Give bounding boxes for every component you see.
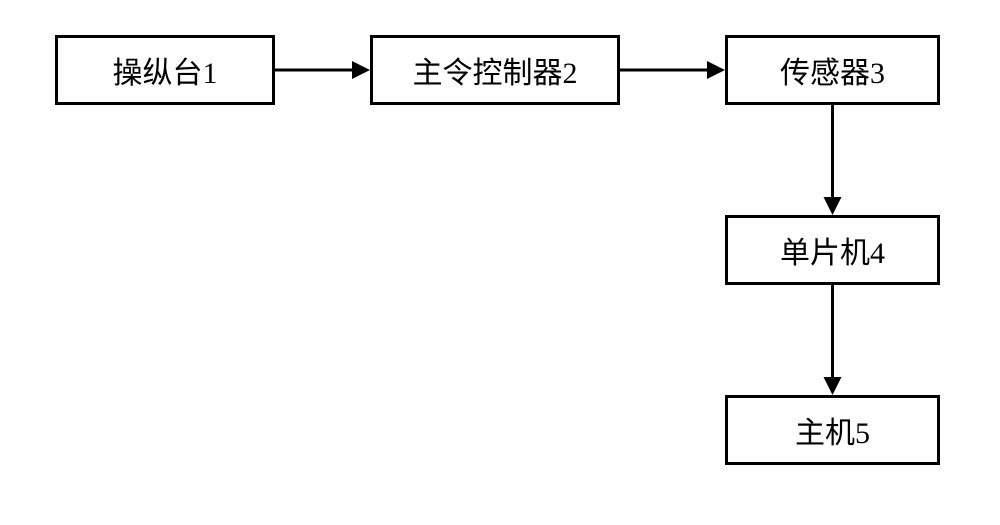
node-label: 传感器3: [780, 48, 885, 92]
node-label: 操纵台1: [113, 48, 218, 92]
node-mcu: 单片机4: [725, 215, 940, 285]
flowchart-canvas: 操纵台1 主令控制器2 传感器3 单片机4 主机5: [0, 0, 1000, 525]
node-sensor: 传感器3: [725, 35, 940, 105]
node-host: 主机5: [725, 395, 940, 465]
node-label: 单片机4: [780, 228, 885, 272]
node-master-controller: 主令控制器2: [370, 35, 620, 105]
node-label: 主机5: [795, 408, 870, 452]
node-console: 操纵台1: [55, 35, 275, 105]
node-label: 主令控制器2: [413, 48, 578, 92]
